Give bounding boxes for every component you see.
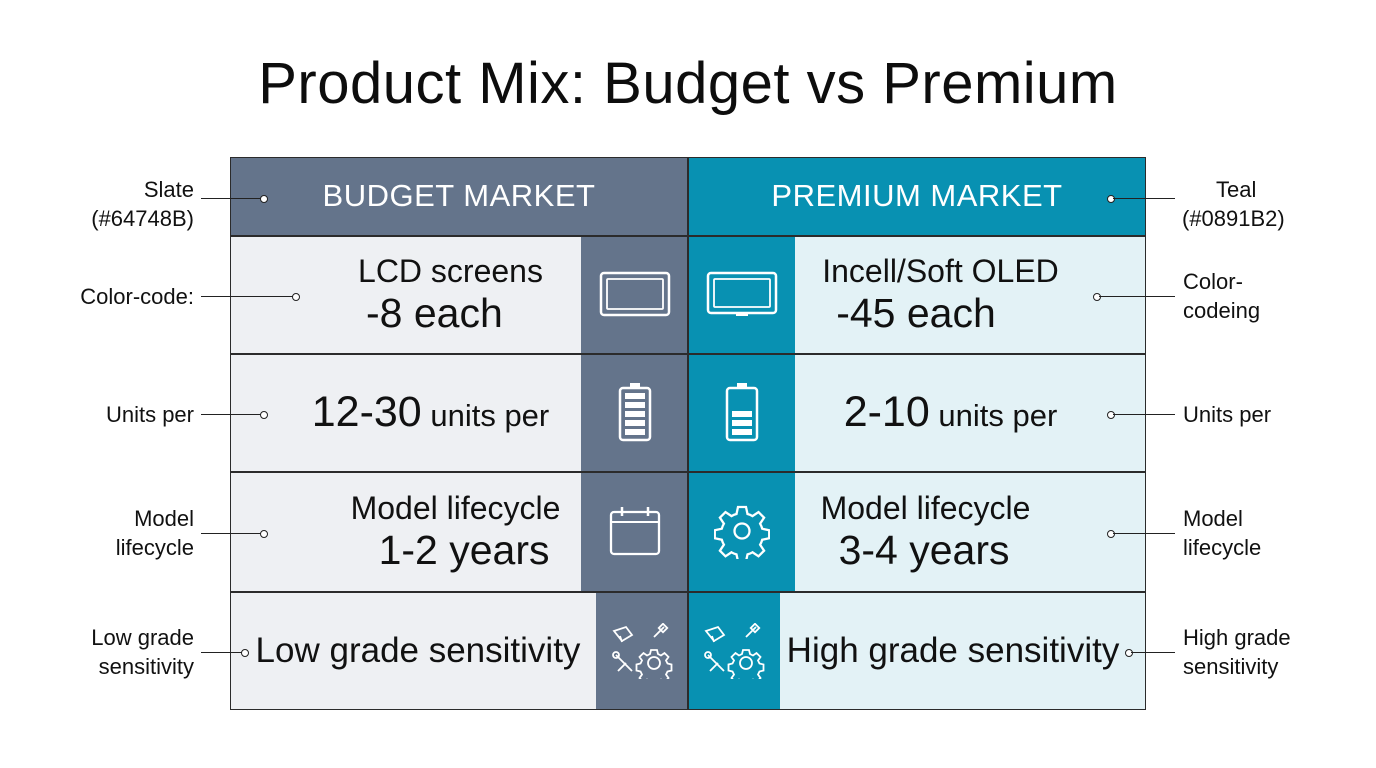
budget-lifecycle-years: 1-2 years [378,527,550,573]
budget-units-cell: 12-30 units per [230,353,581,471]
connector-line [201,533,263,535]
connector-dot [260,195,268,203]
premium-lifecycle-cell: Model lifecycle 3-4 years [795,471,1146,591]
budget-tools-strip [596,591,688,710]
budget-monitor-strip [581,235,688,353]
premium-lifecycle-label: Model lifecycle [820,490,1031,526]
connector-line [201,296,295,298]
battery-half-icon [725,383,758,442]
budget-lifecycle-label: Model lifecycle [350,490,561,526]
premium-gear-strip [688,471,795,591]
comparison-table: BUDGET MARKET PREMIUM MARKET LCD screens… [230,157,1146,710]
premium-sensitivity-text: High grade sensitivity [786,630,1120,670]
connector-line [201,414,263,416]
premium-screens-price: -45 each [836,290,996,336]
budget-calendar-strip [581,471,688,591]
budget-header: BUDGET MARKET [230,157,688,235]
connector-line [201,652,243,654]
budget-units-label: units per [430,397,550,433]
column-divider [687,157,689,710]
budget-screens-cell: LCD screens -8 each [230,235,581,353]
battery-full-icon [618,383,651,442]
calendar-icon [609,507,660,556]
budget-screens-label: LCD screens [358,253,543,289]
right-annotation-sensitivity: High grade sensitivity [1183,625,1291,679]
budget-sensitivity-text: Low grade sensitivity [255,630,581,670]
connector-dot [260,411,268,419]
premium-battery-strip [688,353,795,471]
connector-line [1113,198,1175,200]
budget-sensitivity-cell: Low grade sensitivity [230,591,596,710]
premium-sensitivity-cell: High grade sensitivity [780,591,1146,710]
left-annotation-lifecycle: Model lifecycle [115,506,194,560]
premium-screens-cell: Incell/Soft OLED -45 each [795,235,1146,353]
right-annotation-lifecycle: Model lifecycle [1183,506,1262,560]
connector-dot [241,649,249,657]
connector-line [1113,414,1175,416]
page-title: Product Mix: Budget vs Premium [258,51,1118,116]
budget-units-range: 12-30 [311,387,422,436]
connector-line [1131,652,1175,654]
right-annotation-color-code: Color- codeing [1183,269,1261,323]
premium-monitor-strip [688,235,795,353]
budget-screens-price: -8 each [366,290,503,336]
premium-units-range: 2-10 [843,387,930,436]
left-annotation-slate: Slate (#64748B) [91,177,194,231]
connector-line [1099,296,1175,298]
left-annotation-units: Units per [105,402,194,427]
right-annotation-units: Units per [1183,402,1272,427]
budget-lifecycle-cell: Model lifecycle 1-2 years [230,471,581,591]
monitor-icon [706,271,777,316]
connector-line [1113,533,1175,535]
connector-dot [292,293,300,301]
budget-battery-strip [581,353,688,471]
left-annotation-color-code: Color-code: [80,284,194,309]
monitor-icon [599,271,670,317]
premium-screens-label: Incell/Soft OLED [822,253,1059,289]
right-annotation-teal: Teal (#0891B2) [1182,177,1285,231]
connector-dot [260,530,268,538]
premium-units-cell: 2-10 units per [795,353,1146,471]
tools-icon [612,622,673,679]
premium-lifecycle-years: 3-4 years [838,527,1010,573]
premium-header: PREMIUM MARKET [688,157,1146,235]
premium-units-label: units per [938,397,1058,433]
premium-tools-strip [688,591,780,710]
left-annotation-sensitivity: Low grade sensitivity [91,625,194,679]
gear-icon [713,505,770,559]
tools-icon [704,622,765,679]
connector-line [201,198,263,200]
